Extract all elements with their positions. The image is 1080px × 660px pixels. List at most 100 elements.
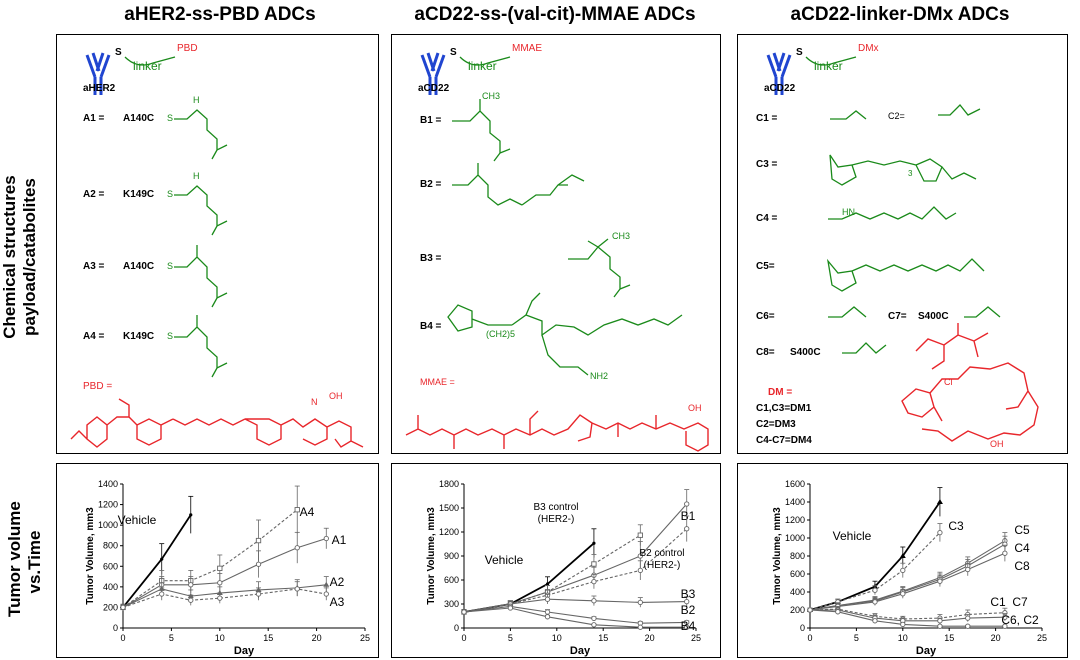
series-line — [463, 528, 688, 613]
data-point — [255, 561, 262, 567]
data-point — [323, 581, 330, 587]
chart-panel-1: 0 5 10 15 20 25 0 200 400 600 800 1000 1200 1400 Day Tu… — [56, 463, 379, 658]
catabolite-skeletons — [174, 109, 228, 378]
series-c6-c2 — [807, 607, 1008, 629]
series-label: B3 control — [533, 502, 578, 513]
y-tick-label: 1400 — [98, 479, 118, 489]
data-point — [159, 591, 165, 597]
data-point — [216, 590, 223, 596]
series-label: (HER2-) — [644, 560, 681, 571]
series-label: C8 — [1014, 559, 1030, 573]
a1-label: A1 = — [83, 113, 105, 124]
y-tick-label: 200 — [790, 605, 805, 615]
b1-label: B1 = — [420, 115, 442, 126]
data-point — [899, 553, 906, 558]
b3-label: B3 = — [420, 253, 442, 264]
data-point — [591, 561, 597, 567]
ab-name-3: aCD22 — [764, 83, 796, 94]
row1-label-line1: Chemical structures — [0, 175, 19, 339]
x-tick-label: 0 — [807, 633, 812, 643]
data-point — [160, 557, 164, 561]
x-tick-label: 10 — [898, 633, 908, 643]
c7-label: C7= — [888, 311, 907, 322]
data-point — [900, 567, 906, 574]
antibody-icon — [85, 52, 111, 95]
data-point — [1002, 614, 1008, 620]
data-point — [294, 545, 300, 551]
structure-drawing-2 — [405, 52, 709, 452]
x-tick-label: 5 — [854, 633, 859, 643]
data-point — [637, 553, 643, 559]
data-point — [937, 618, 943, 624]
y-tick-label: 600 — [103, 561, 118, 571]
series-label: A2 — [330, 575, 345, 589]
pbd-structure — [70, 398, 364, 448]
pbd-oh: OH — [329, 391, 343, 401]
s-label-3: S — [796, 47, 803, 58]
data-point — [835, 609, 841, 615]
data-point — [294, 507, 300, 513]
tumor-volume-chart-3: 0 5 10 15 20 25 0 200 400 600 800 1000 1200 1400 1600 D… — [772, 479, 1047, 657]
c4-label: C4 = — [756, 213, 778, 224]
tumor-volume-chart-2: 0 5 10 15 20 25 0 300 600 900 1200 1500 1800 Day Tumor… — [426, 479, 701, 657]
col2-title: aCD22-ss-(val-cit)-MMAE ADCs — [414, 4, 696, 25]
a2-h: H — [193, 171, 200, 181]
series-label: B2 — [681, 603, 696, 617]
x-axis-label: Day — [234, 645, 255, 657]
data-point — [545, 582, 550, 586]
c5-label: C5= — [756, 261, 775, 272]
b4-nh2: NH2 — [590, 371, 609, 381]
ab-name-1: aHER2 — [83, 83, 116, 94]
x-tick-label: 25 — [691, 633, 701, 643]
linker-label-2: linker — [468, 59, 497, 73]
y-tick-label: 0 — [454, 623, 459, 633]
x-tick-label: 15 — [944, 633, 954, 643]
data-point — [807, 607, 813, 613]
x-axis-label: Day — [916, 645, 937, 657]
data-point — [1002, 623, 1008, 629]
data-point — [591, 598, 597, 604]
dm-line-2: C2=DM3 — [756, 419, 796, 430]
data-point — [965, 623, 971, 629]
structure-drawing-3 — [766, 52, 1039, 442]
a2-site: K149C — [123, 189, 155, 200]
y-tick-label: 200 — [103, 602, 118, 612]
x-tick-label: 10 — [215, 633, 225, 643]
chart-panel-3: 0 5 10 15 20 25 0 200 400 600 800 1000 1200 1400 1600 D… — [737, 463, 1068, 658]
data-point — [544, 596, 551, 602]
y-tick-label: 1400 — [785, 497, 805, 507]
a3-label: A3 = — [83, 261, 105, 272]
a4-s: S — [167, 331, 174, 341]
series-label: A3 — [330, 595, 345, 609]
x-tick-label: 15 — [598, 633, 608, 643]
data-point — [937, 529, 943, 536]
a1-site: A140C — [123, 113, 155, 124]
x-tick-label: 15 — [263, 633, 273, 643]
series-label: Vehicle — [485, 553, 524, 567]
pbd-eq: PBD = — [83, 381, 113, 392]
s-label-1: S — [115, 47, 122, 58]
data-point — [900, 591, 906, 597]
col3-title: aCD22-linker-DMx ADCs — [790, 4, 1010, 25]
series-line — [463, 607, 687, 628]
data-point — [217, 595, 223, 601]
a2-s: S — [167, 189, 174, 199]
series-a1 — [120, 527, 329, 611]
series-label: C6, C2 — [1001, 613, 1039, 627]
structure-panel-1: aHER2 S linker PBD A1 = A140C S H A2 = K… — [56, 34, 379, 454]
series-label: A1 — [332, 533, 347, 547]
c3-sub: 3 — [908, 169, 913, 178]
c2-label: C2= — [888, 111, 905, 121]
y-tick-label: 1200 — [98, 500, 118, 510]
payload-label-2: MMAE — [512, 43, 542, 54]
y-axis-label: Tumor Volume, mm3 — [85, 507, 96, 605]
col1-title: aHER2-ss-PBD ADCs — [124, 4, 316, 25]
catabolite-skeletons — [447, 99, 683, 376]
dm-oh: OH — [990, 439, 1004, 449]
a1-s: S — [167, 113, 174, 123]
c4-hn: HN — [842, 207, 855, 217]
x-tick-label: 20 — [645, 633, 655, 643]
y-tick-label: 1000 — [98, 520, 118, 530]
x-axis-label: Day — [570, 645, 591, 657]
y-tick-label: 1200 — [439, 527, 459, 537]
